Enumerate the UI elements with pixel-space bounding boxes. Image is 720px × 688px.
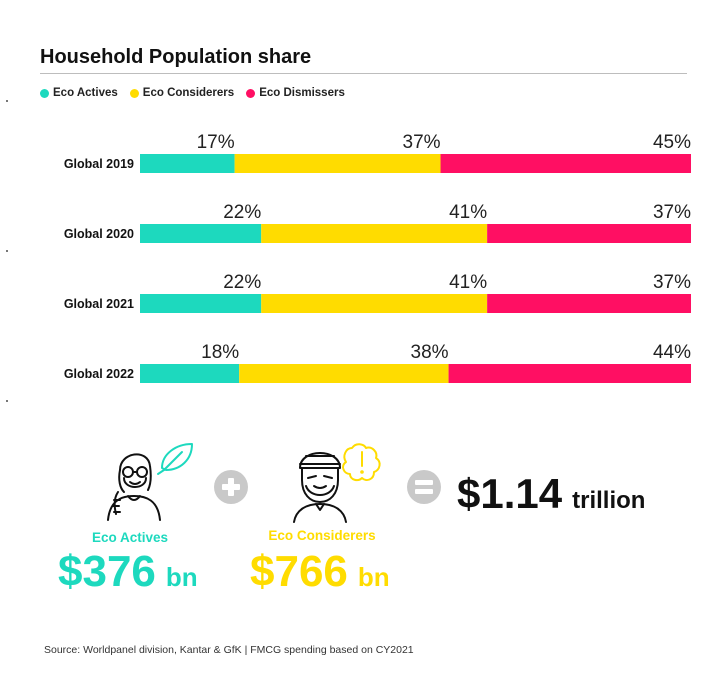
eco-actives-unit: bn — [165, 562, 198, 592]
legend-item-eco-considerers: Eco Considerers — [129, 87, 235, 99]
edge-mark — [6, 100, 8, 102]
data-label-eco-considerers-global-2020: 41% — [449, 202, 487, 223]
legend: Eco Actives Eco Considerers Eco Dismisse… — [40, 87, 345, 99]
category-label-global-2021: Global 2021 — [64, 297, 134, 311]
bar-segment-eco-dismissers-global-2019 — [440, 154, 691, 173]
bar-segment-eco-actives-global-2019 — [140, 154, 235, 173]
bar-segment-eco-actives-global-2022 — [140, 364, 240, 383]
bar-segment-eco-dismissers-global-2020 — [487, 224, 691, 243]
eco-actives-spend-label: Eco Actives — [91, 530, 169, 545]
eco-actives-spend-value: $376 bn — [58, 547, 198, 597]
total-spend-value: $1.14 trillion — [457, 470, 645, 518]
title-divider — [40, 73, 687, 74]
legend-item-eco-dismissers: Eco Dismissers — [246, 87, 345, 99]
total-unit: trillion — [572, 487, 646, 514]
source-note: Source: Worldpanel division, Kantar & Gf… — [44, 644, 414, 656]
page-title: Household Population share — [40, 46, 312, 68]
man-alert-icon — [288, 440, 388, 524]
legend-swatch-eco-considerers — [129, 88, 139, 98]
plus-icon — [214, 470, 248, 504]
data-label-eco-dismissers-global-2021: 37% — [653, 272, 691, 293]
data-label-eco-actives-global-2019: 17% — [197, 132, 235, 153]
bar-segment-eco-considerers-global-2022 — [239, 364, 449, 383]
bar-segment-eco-actives-global-2021 — [140, 294, 262, 313]
bar-segment-eco-dismissers-global-2022 — [448, 364, 691, 383]
bar-segment-eco-dismissers-global-2021 — [487, 294, 691, 313]
edge-mark — [6, 400, 8, 402]
legend-label-eco-dismissers: Eco Dismissers — [259, 87, 345, 99]
eco-actives-amount: $376 — [58, 547, 156, 596]
data-label-eco-considerers-global-2021: 41% — [449, 272, 487, 293]
legend-label-eco-considerers: Eco Considerers — [142, 87, 235, 99]
eco-considerers-spend-value: $766 bn — [250, 547, 390, 597]
category-label-global-2022: Global 2022 — [64, 367, 134, 381]
stacked-bar-chart: Global 2019 17% 37% 45% Global 2020 22% 41% 37%… — [64, 132, 691, 383]
data-label-eco-actives-global-2021: 22% — [223, 272, 261, 293]
total-amount: $1.14 — [457, 470, 563, 517]
legend-swatch-eco-dismissers — [246, 88, 256, 98]
data-label-eco-dismissers-global-2019: 45% — [653, 132, 691, 153]
data-label-eco-dismissers-global-2022: 44% — [653, 342, 691, 363]
data-label-eco-dismissers-global-2020: 37% — [653, 202, 691, 223]
woman-leaf-icon — [98, 434, 198, 524]
legend-item-eco-actives: Eco Actives — [40, 87, 118, 99]
category-label-global-2019: Global 2019 — [64, 157, 134, 171]
equals-icon — [407, 470, 441, 504]
data-label-eco-considerers-global-2019: 37% — [403, 132, 441, 153]
data-label-eco-considerers-global-2022: 38% — [411, 342, 449, 363]
eco-considerers-amount: $766 — [250, 547, 348, 596]
bar-segment-eco-considerers-global-2021 — [261, 294, 488, 313]
data-label-eco-actives-global-2022: 18% — [201, 342, 239, 363]
legend-swatch-eco-actives — [40, 88, 49, 98]
bar-segment-eco-considerers-global-2020 — [261, 224, 488, 243]
data-label-eco-actives-global-2020: 22% — [223, 202, 261, 223]
bar-segment-eco-actives-global-2020 — [140, 224, 262, 243]
bar-segment-eco-considerers-global-2019 — [234, 154, 441, 173]
legend-label-eco-actives: Eco Actives — [53, 87, 118, 99]
eco-considerers-unit: bn — [357, 562, 390, 592]
eco-considerers-spend-label: Eco Considerers — [268, 528, 376, 543]
edge-mark — [6, 250, 8, 252]
category-label-global-2020: Global 2020 — [64, 227, 134, 241]
